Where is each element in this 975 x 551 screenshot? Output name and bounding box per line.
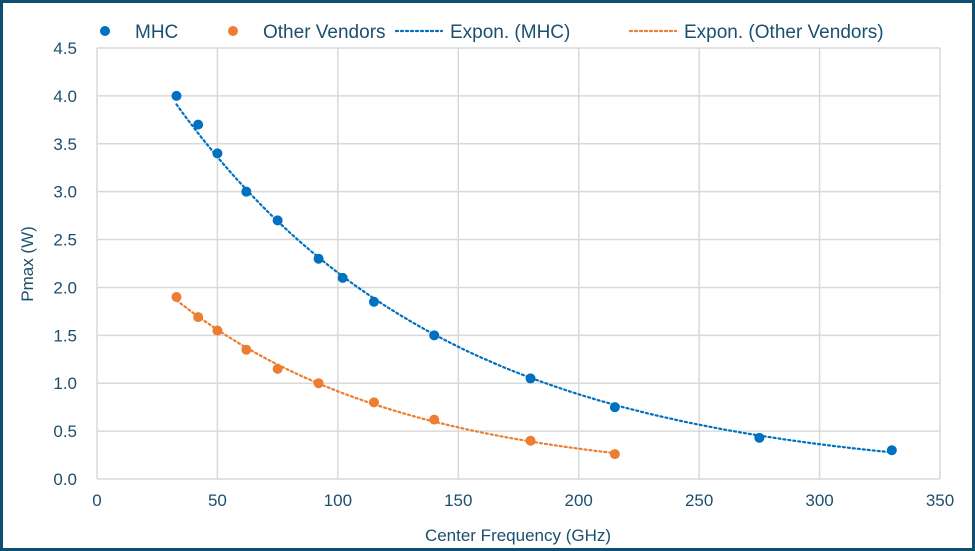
x-tick-label: 200 [565, 491, 593, 510]
data-point-mhc [609, 402, 620, 413]
x-tick-label: 150 [444, 491, 472, 510]
data-point-other-vendors [272, 363, 283, 374]
trendlines [175, 103, 893, 455]
data-point-mhc [212, 148, 223, 159]
data-point-other-vendors [609, 449, 620, 460]
y-tick-label: 3.5 [53, 135, 77, 154]
y-tick-label: 2.0 [53, 278, 77, 297]
legend: MHC Other Vendors Expon. (MHC) Expon. (Othe… [100, 22, 884, 43]
legend-label: Other Vendors [263, 22, 386, 43]
data-point-mhc [429, 330, 440, 341]
data-point-mhc [313, 253, 324, 264]
data-point-other-vendors [525, 435, 536, 446]
data-point-other-vendors [212, 325, 223, 336]
x-tick-label: 250 [685, 491, 713, 510]
data-point-other-vendors [313, 378, 324, 389]
y-tick-label: 4.0 [53, 87, 77, 106]
legend-marker [228, 26, 238, 36]
legend-label: Expon. (MHC) [450, 22, 570, 43]
y-axis-title: Pmax (W) [18, 226, 37, 302]
gridlines [96, 47, 941, 480]
y-tick-label: 0.0 [53, 470, 77, 489]
legend-label: Expon. (Other Vendors) [684, 22, 884, 43]
y-tick-label: 0.5 [53, 422, 77, 441]
x-tick-label: 50 [208, 491, 227, 510]
x-tick-label: 300 [805, 491, 833, 510]
data-point-mhc [525, 373, 536, 384]
x-tick-label: 100 [324, 491, 352, 510]
tick-labels: 0 50 100 150 200 250 300 350 0.0 0.5 1.0 1.5 2.0 2.5 3… [53, 39, 954, 510]
x-tick-label: 350 [926, 491, 954, 510]
data-point-other-vendors [429, 414, 440, 425]
trendline-mhc [175, 103, 893, 454]
trendline-other-vendors [175, 299, 616, 455]
data-point-mhc [193, 119, 204, 130]
data-point-mhc [171, 90, 182, 101]
data-point-mhc [368, 296, 379, 307]
x-tick-label: 0 [92, 491, 101, 510]
data-point-mhc [337, 272, 348, 283]
data-point-other-vendors [193, 312, 204, 323]
y-tick-label: 2.5 [53, 231, 77, 250]
y-tick-label: 1.0 [53, 374, 77, 393]
y-tick-label: 3.0 [53, 183, 77, 202]
data-points [171, 90, 897, 460]
data-point-mhc [241, 186, 252, 197]
x-axis-title: Center Frequency (GHz) [425, 526, 611, 545]
data-point-other-vendors [241, 344, 252, 355]
legend-label: MHC [135, 22, 178, 43]
legend-marker [100, 26, 110, 36]
data-point-mhc [886, 445, 897, 456]
data-point-mhc [754, 432, 765, 443]
data-point-other-vendors [368, 397, 379, 408]
data-point-mhc [272, 215, 283, 226]
y-tick-label: 1.5 [53, 326, 77, 345]
data-point-other-vendors [171, 292, 182, 303]
y-tick-label: 4.5 [53, 39, 77, 58]
